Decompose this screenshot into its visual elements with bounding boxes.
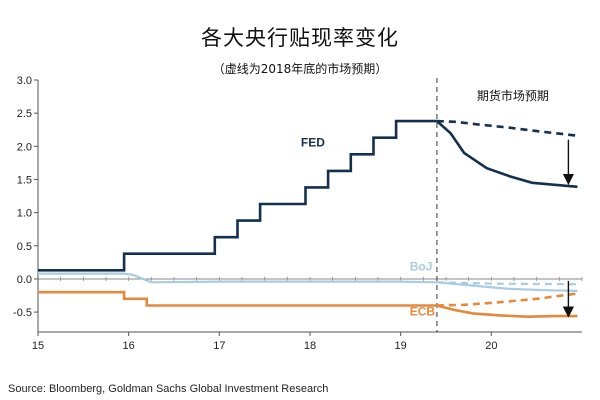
source-note: Source: Bloomberg, Goldman Sachs Global … [8, 383, 329, 395]
y-tick-label: 2.0 [17, 141, 32, 153]
series-label-boj: BoJ [410, 259, 433, 273]
series-ecb-step-line [38, 290, 437, 307]
y-tick-label: 0.5 [17, 241, 32, 253]
y-tick-label: 1.0 [17, 208, 32, 220]
chart-subtitle: （虚线为2018年底的市场预期） [212, 62, 388, 76]
chart-title: 各大央行贴现率变化 [201, 26, 399, 50]
x-tick-label: 19 [395, 340, 407, 352]
series-label-ecb: ECB [410, 304, 436, 318]
y-tick-label: 0.0 [17, 274, 32, 286]
x-tick-label: 17 [213, 340, 225, 352]
series-fed-step-line [38, 119, 437, 272]
y-tick-label: 3.0 [17, 75, 32, 87]
x-tick-label: 15 [32, 340, 44, 352]
forecast-label: 期货市场预期 [477, 88, 549, 103]
series-ecb-solid-line [436, 304, 578, 319]
x-tick-label: 16 [123, 340, 135, 352]
x-tick-label: 18 [304, 340, 316, 352]
series-fed-dashed-line [436, 119, 578, 137]
y-tick-label: 2.5 [17, 108, 32, 120]
series-ecb-dashed-line [436, 292, 578, 307]
series-boj-dashed-line [436, 281, 578, 286]
series-fed-solid-line [436, 120, 578, 189]
series-label-fed: FED [301, 135, 325, 149]
y-tick-label: -0.5 [13, 307, 32, 319]
series-boj-solid-line [38, 272, 578, 292]
y-tick-label: 1.5 [17, 174, 32, 186]
x-tick-label: 20 [485, 340, 497, 352]
